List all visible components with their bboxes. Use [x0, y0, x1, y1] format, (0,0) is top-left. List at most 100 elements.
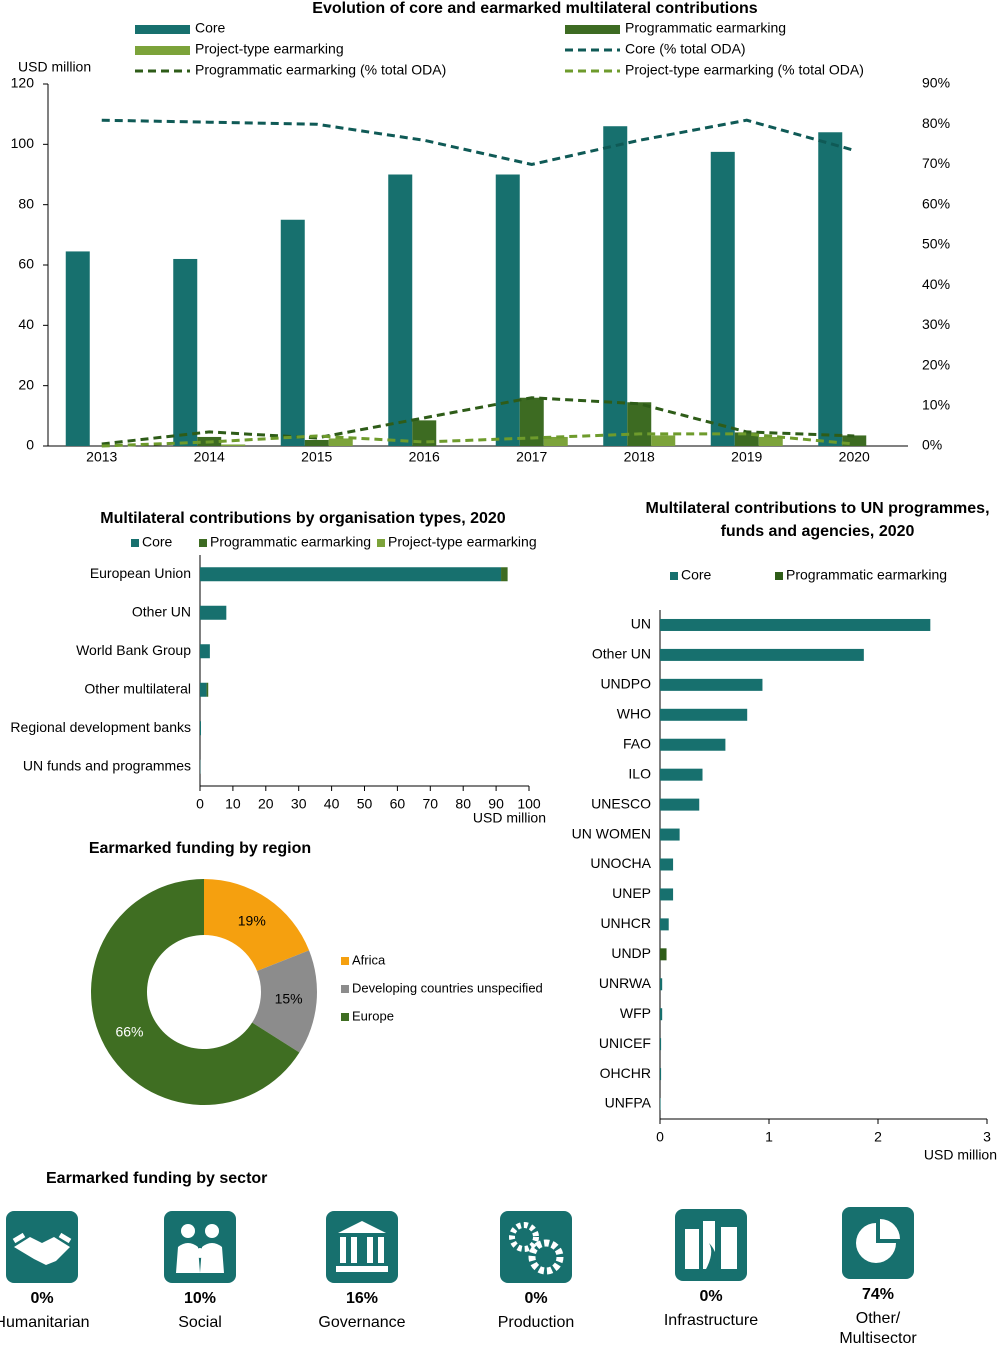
sector-icon — [326, 1211, 398, 1283]
line — [101, 432, 855, 448]
y-tick-label: Regional development banks — [10, 719, 191, 735]
y-tick-label: World Bank Group — [76, 642, 191, 658]
bar — [200, 644, 210, 659]
bar — [660, 858, 674, 871]
bar — [328, 438, 353, 446]
x-tick-label: 80 — [455, 796, 471, 812]
bar — [660, 1008, 663, 1021]
y-tick-label: UN funds and programmes — [23, 757, 191, 773]
line — [101, 396, 855, 446]
x-axis-label: USD million — [924, 1147, 997, 1163]
sector-item: 0% Humanitarian — [0, 1211, 117, 1333]
x-tick-label: 30 — [291, 796, 307, 812]
line — [101, 118, 855, 166]
x-tick-label: 2014 — [194, 449, 225, 465]
sector-icon — [6, 1211, 78, 1283]
bar — [660, 738, 726, 751]
y-tick-label: UN — [631, 616, 651, 632]
bar — [221, 444, 246, 446]
bar — [660, 948, 667, 961]
bar — [627, 402, 652, 446]
legend-label: Programmatic earmarking (% total ODA) — [195, 62, 446, 78]
y-tick-label: UNEP — [612, 885, 651, 901]
legend-swatch — [341, 957, 349, 965]
legend-swatch — [135, 46, 190, 55]
y-tick-label: 20 — [18, 376, 34, 392]
sector-icon — [675, 1209, 747, 1281]
x-tick-label: 60 — [390, 796, 406, 812]
y-tick-label: Other UN — [592, 646, 651, 662]
y-tick-label: UNFPA — [605, 1095, 652, 1111]
bar — [660, 1038, 662, 1051]
y-tick-label: WFP — [620, 1005, 651, 1021]
x-tick-label: 20 — [258, 796, 274, 812]
sector-label: Production — [497, 1314, 575, 1331]
x-tick-label: 3 — [983, 1129, 991, 1145]
chart-title: Multilateral contributions to UN program… — [645, 500, 990, 540]
x-tick-label: 2013 — [86, 449, 117, 465]
sector-label: Infrastructure — [663, 1312, 759, 1329]
y-tick-label: UNICEF — [599, 1035, 651, 1051]
y2-tick-label: 30% — [922, 316, 950, 332]
sector-item: 74% Other/ Multisector — [803, 1207, 953, 1349]
y-tick-label: UNDPO — [600, 676, 651, 692]
bar — [388, 174, 413, 446]
bar — [200, 682, 207, 697]
legend-swatch — [341, 985, 349, 993]
y2-tick-label: 70% — [922, 155, 950, 171]
x-tick-label: 90 — [488, 796, 504, 812]
bar — [660, 798, 700, 811]
x-tick-label: 0 — [196, 796, 204, 812]
sector-share: 0% — [699, 1288, 723, 1305]
sector-share: 10% — [183, 1290, 217, 1307]
legend-label: Core — [681, 567, 712, 583]
bar — [65, 251, 90, 446]
bar — [304, 439, 329, 446]
bar — [710, 151, 735, 446]
x-tick-label: 2017 — [516, 449, 547, 465]
x-tick-label: 50 — [357, 796, 373, 812]
y-tick-label: 60 — [18, 256, 34, 272]
legend-label: Programmatic earmarking — [625, 20, 786, 36]
y2-tick-label: 10% — [922, 396, 950, 412]
bar — [200, 567, 502, 582]
legend-label: Project-type earmarking (% total ODA) — [625, 62, 864, 78]
bar — [660, 978, 663, 991]
y2-tick-label: 0% — [922, 437, 942, 453]
sector-share: 74% — [861, 1286, 895, 1303]
y-tick-label: UNESCO — [591, 795, 651, 811]
legend-label: Project-type earmarking — [195, 41, 344, 57]
legend-label: Europe — [352, 1008, 394, 1023]
bar — [173, 258, 198, 446]
legend-swatch — [670, 572, 678, 580]
y2-tick-label: 40% — [922, 276, 950, 292]
sector-label: Social — [178, 1314, 222, 1331]
x-tick-label: 0 — [656, 1129, 664, 1145]
y-tick-label: WHO — [617, 705, 651, 721]
sector-icon — [842, 1207, 914, 1279]
sector-label: Governance — [318, 1314, 406, 1331]
y-tick-label: UNDP — [611, 945, 651, 961]
sector-item: 16% Governance — [287, 1211, 437, 1333]
data-label: 15% — [275, 991, 303, 1007]
legend-swatch — [131, 539, 139, 547]
bar — [603, 126, 628, 446]
bar — [660, 1068, 662, 1081]
chart-title: Evolution of core and earmarked multilat… — [312, 0, 758, 17]
bar — [660, 828, 680, 841]
data-label: 66% — [115, 1024, 143, 1040]
x-tick-label: 70 — [423, 796, 439, 812]
y-tick-label: UNOCHA — [590, 855, 651, 871]
legend-label: Core — [142, 534, 173, 550]
donut-slice — [91, 879, 300, 1105]
legend-label: Programmatic earmarking — [210, 534, 371, 550]
bar — [660, 708, 748, 721]
sector-share: 16% — [345, 1290, 379, 1307]
y-tick-label: OHCHR — [600, 1065, 651, 1081]
y2-tick-label: 20% — [922, 356, 950, 372]
bar — [651, 435, 676, 446]
x-tick-label: 100 — [517, 796, 541, 812]
chart-title: Earmarked funding by region — [89, 840, 311, 857]
